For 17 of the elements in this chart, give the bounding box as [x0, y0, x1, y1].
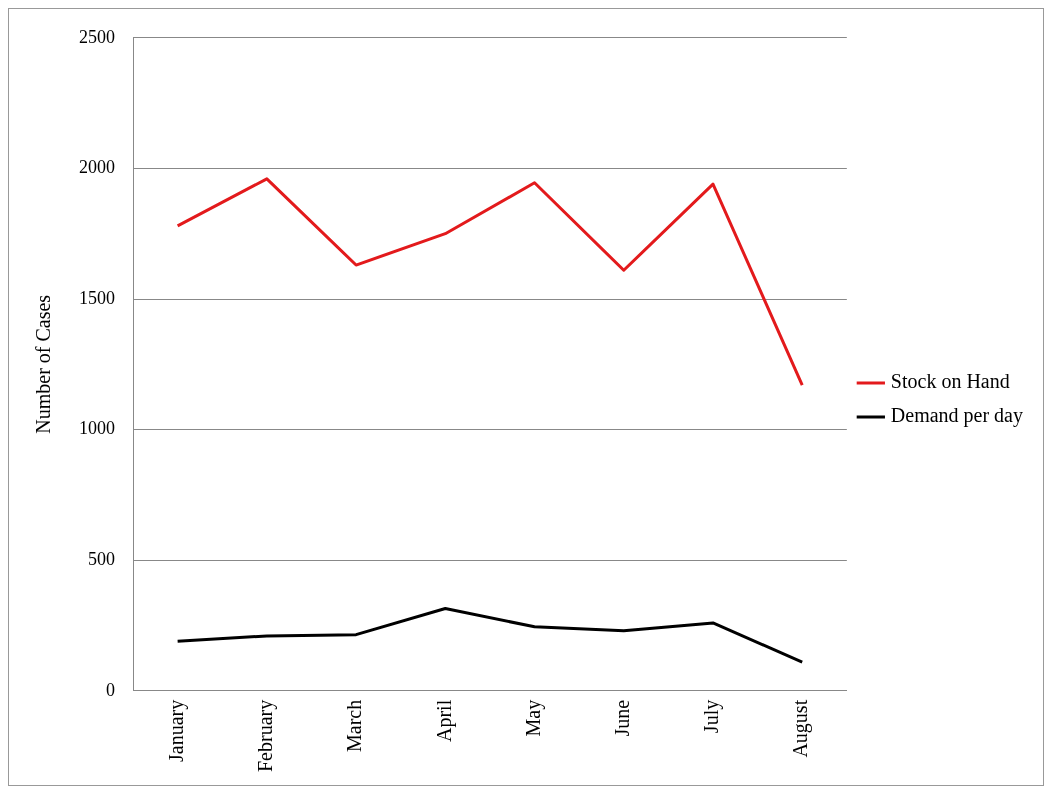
y-tick-label: 2500 [79, 26, 115, 47]
legend-label: Demand per day [890, 404, 1023, 428]
x-tick-label: January [164, 699, 188, 763]
x-tick-label: March [343, 699, 366, 753]
legend-label: Stock on Hand [890, 370, 1010, 393]
y-tick-label: 1000 [79, 418, 115, 439]
y-tick-label: 500 [88, 548, 115, 569]
y-tick-label: 0 [106, 679, 115, 700]
x-tick-label: June [611, 699, 634, 737]
x-tick-label: February [254, 699, 278, 773]
x-tick-label: July [700, 699, 724, 734]
x-tick-label: April [432, 699, 456, 743]
y-tick-label: 1500 [79, 287, 115, 308]
y-tick-label: 2000 [79, 157, 115, 178]
y-axis-title: Number of Cases [32, 294, 55, 434]
x-tick-label: May [521, 699, 545, 737]
x-tick-label: August [789, 699, 813, 758]
